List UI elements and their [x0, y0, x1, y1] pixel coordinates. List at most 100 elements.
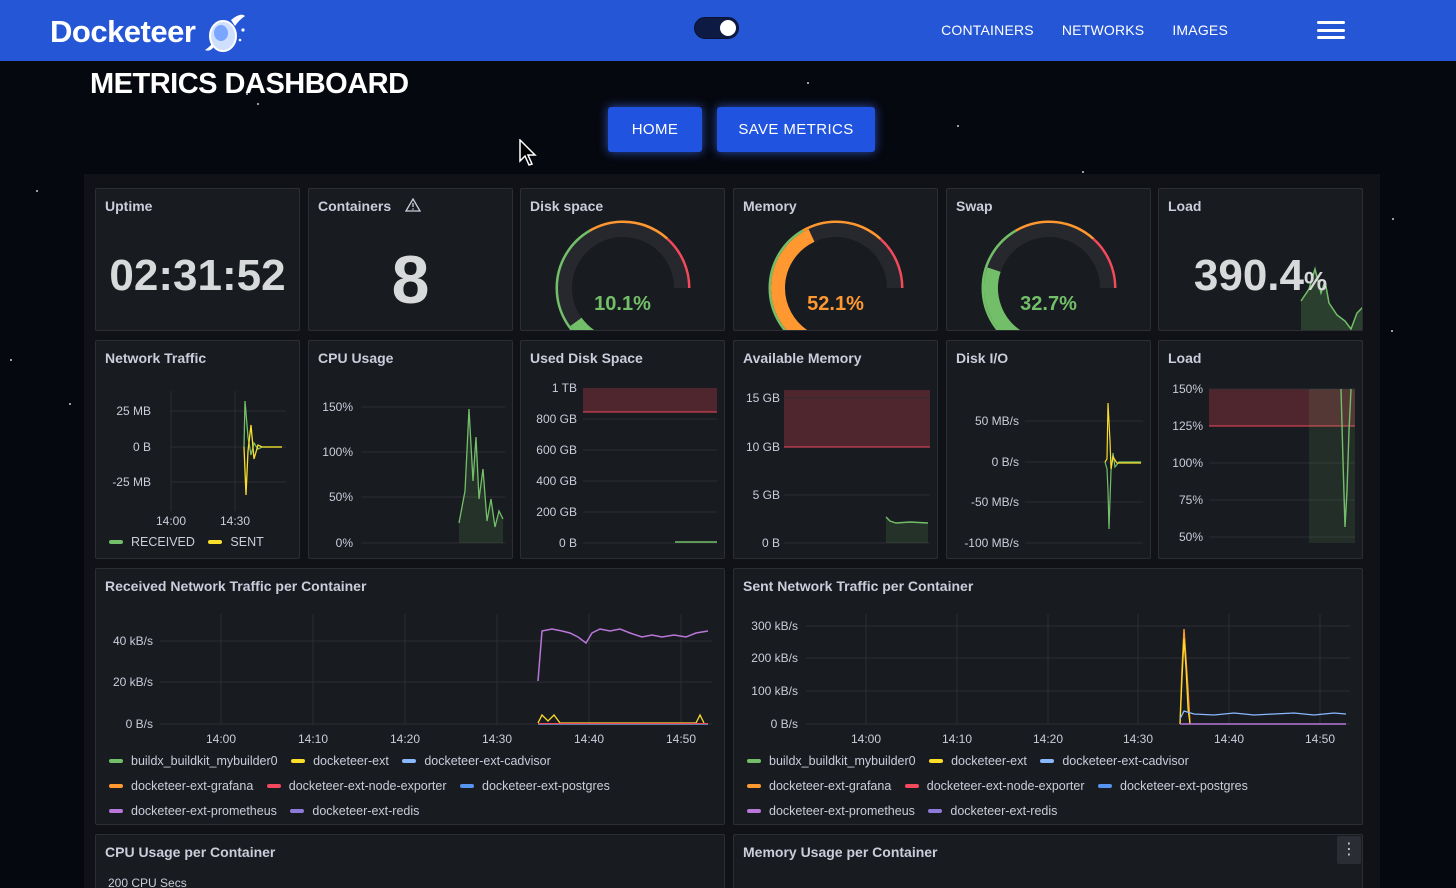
y-tick: 0 B	[559, 536, 577, 550]
y-tick: 15 GB	[746, 391, 780, 405]
panel-menu-icon[interactable]: ⋮	[1337, 836, 1361, 864]
available-memory-chart: 15 GB 10 GB 5 GB 0 B	[746, 390, 930, 550]
hamburger-menu-icon[interactable]	[1317, 21, 1345, 39]
gauge-fill	[570, 317, 595, 330]
brand[interactable]: Docketeer	[50, 10, 249, 54]
y-tick: 200 kB/s	[751, 651, 798, 665]
y-tick: 0 B	[133, 440, 151, 454]
save-metrics-button[interactable]: SAVE METRICS	[717, 107, 875, 152]
swap-gauge	[981, 220, 1117, 330]
legend-item[interactable]: docketeer-ext-redis	[928, 804, 1057, 818]
home-button[interactable]: HOME	[608, 107, 702, 152]
available-memory-panel[interactable]: Available Memory 15 GB 10 GB 5 GB 0 B	[733, 340, 938, 559]
y-tick: -50 MB/s	[971, 495, 1019, 509]
legend-item[interactable]: docketeer-ext-postgres	[1098, 779, 1248, 793]
brand-name: Docketeer	[50, 14, 196, 49]
cpu-usage-chart: 150% 100% 50% 0%	[322, 400, 505, 550]
uptime-panel[interactable]: Uptime 02:31:52	[95, 188, 300, 331]
y-tick: 0 B/s	[771, 717, 798, 731]
x-tick: 14:30	[220, 514, 250, 528]
gauge-fill	[984, 267, 1021, 330]
legend-item[interactable]: docketeer-ext-cadvisor	[402, 754, 551, 768]
y-tick: 100%	[322, 445, 353, 459]
used-disk-space-chart: 1 TB 800 GB 600 GB 400 GB 200 GB 0 B	[536, 381, 717, 550]
legend-item[interactable]: docketeer-ext-node-exporter	[904, 779, 1085, 793]
y-tick: 0 B	[762, 536, 780, 550]
navbar: Docketeer CONTAINERS NETWORKS IMAGES	[0, 0, 1456, 61]
legend-item[interactable]: docketeer-ext-prometheus	[109, 804, 277, 818]
x-tick: 14:50	[666, 732, 696, 746]
y-tick: 10 GB	[746, 440, 780, 454]
disk-space-gauge	[555, 220, 691, 330]
panel-title: Swap	[956, 198, 993, 214]
x-tick: 14:20	[390, 732, 420, 746]
legend-item[interactable]: docketeer-ext-cadvisor	[1040, 754, 1189, 768]
received-traffic-chart: 40 kB/s 20 kB/s 0 B/s 14:00 14:10 14:20 …	[113, 614, 712, 746]
nav-link-images[interactable]: IMAGES	[1172, 22, 1228, 38]
panel-title: Disk space	[530, 198, 604, 214]
star	[69, 402, 72, 405]
y-tick: 25 MB	[116, 404, 151, 418]
star	[10, 359, 13, 362]
memory-panel[interactable]: Memory 52.1%	[733, 188, 938, 331]
memory-per-container-panel[interactable]: Memory Usage per Container ⋮	[733, 834, 1363, 888]
nav-link-networks[interactable]: NETWORKS	[1061, 22, 1145, 38]
x-tick: 14:00	[206, 732, 236, 746]
panel-title-text: Containers	[318, 198, 392, 214]
disk-space-panel[interactable]: Disk space 10.1%	[520, 188, 725, 331]
warning-icon[interactable]	[404, 197, 422, 212]
x-tick: 14:30	[1123, 732, 1153, 746]
y-tick: 200 GB	[536, 505, 577, 519]
gauge-track	[558, 223, 688, 330]
gauge-threshold-band	[1092, 237, 1117, 289]
legend-item[interactable]: docketeer-ext-redis	[290, 804, 419, 818]
used-disk-space-panel[interactable]: Used Disk Space 1 TB 800 GB 600 GB 400 G…	[520, 340, 725, 559]
grafana-dashboard: Uptime 02:31:52 Containers 8 Disk space …	[84, 174, 1380, 888]
star	[1391, 218, 1394, 221]
theme-toggle[interactable]	[694, 17, 739, 39]
x-tick: 14:10	[942, 732, 972, 746]
y-tick: 50%	[1179, 530, 1203, 544]
sent-traffic-chart: 300 kB/s 200 kB/s 100 kB/s 0 B/s 14:00 1…	[751, 614, 1350, 746]
y-tick: 50 MB/s	[975, 414, 1019, 428]
load-chart: 150% 125% 100% 75% 50%	[1172, 382, 1355, 544]
network-traffic-panel[interactable]: Network Traffic 25 MB 0 B -25 MB 14:00 1…	[95, 340, 300, 559]
star	[957, 125, 960, 128]
legend-item[interactable]: buildx_buildkit_mybuilder0	[747, 754, 916, 768]
panel-title: Memory Usage per Container	[743, 844, 938, 860]
cpu-per-container-panel[interactable]: CPU Usage per Container 200 CPU Secs	[95, 834, 725, 888]
legend-item[interactable]: docketeer-ext-grafana	[747, 779, 891, 793]
nav-link-containers[interactable]: CONTAINERS	[941, 22, 1034, 38]
legend-item[interactable]: docketeer-ext-prometheus	[747, 804, 915, 818]
load-value: 390.4%	[1159, 251, 1362, 301]
y-tick: 5 GB	[753, 488, 780, 502]
star	[35, 189, 38, 192]
containers-count: 8	[391, 242, 430, 318]
load-chart-panel[interactable]: Load 150% 125% 100% 75% 50%	[1158, 340, 1363, 559]
y-tick: -25 MB	[112, 475, 151, 489]
legend-item[interactable]: buildx_buildkit_mybuilder0	[109, 754, 278, 768]
y-tick: 125%	[1172, 419, 1203, 433]
y-tick: 100%	[1172, 456, 1203, 470]
legend-item[interactable]: docketeer-ext	[291, 754, 389, 768]
network-traffic-chart: 25 MB 0 B -25 MB 14:00 14:30	[112, 391, 286, 528]
swap-panel[interactable]: Swap 32.7%	[946, 188, 1151, 331]
x-tick: 14:40	[574, 732, 604, 746]
legend-item[interactable]: docketeer-ext-postgres	[460, 779, 610, 793]
containers-panel[interactable]: Containers 8	[308, 188, 513, 331]
sent-traffic-per-container-panel[interactable]: Sent Network Traffic per Container 300 k…	[733, 568, 1363, 825]
legend-item[interactable]: docketeer-ext-node-exporter	[266, 779, 447, 793]
y-tick: 0%	[336, 536, 354, 550]
received-traffic-per-container-panel[interactable]: Received Network Traffic per Container 4…	[95, 568, 725, 825]
y-tick: 600 GB	[536, 443, 577, 457]
uptime-value: 02:31:52	[109, 251, 286, 300]
legend-item[interactable]: docketeer-ext-grafana	[109, 779, 253, 793]
legend-item[interactable]: RECEIVED	[109, 535, 195, 549]
load-stat-panel[interactable]: Load 390.4%	[1158, 188, 1363, 331]
y-tick: 200 CPU Secs	[108, 876, 187, 888]
disk-io-panel[interactable]: Disk I/O 50 MB/s 0 B/s -50 MB/s -100 MB/…	[946, 340, 1151, 559]
cpu-usage-panel[interactable]: CPU Usage 150% 100% 50% 0%	[308, 340, 513, 559]
legend-item[interactable]: docketeer-ext	[929, 754, 1027, 768]
disk-space-value: 10.1%	[594, 293, 651, 315]
legend-item[interactable]: SENT	[208, 535, 264, 549]
